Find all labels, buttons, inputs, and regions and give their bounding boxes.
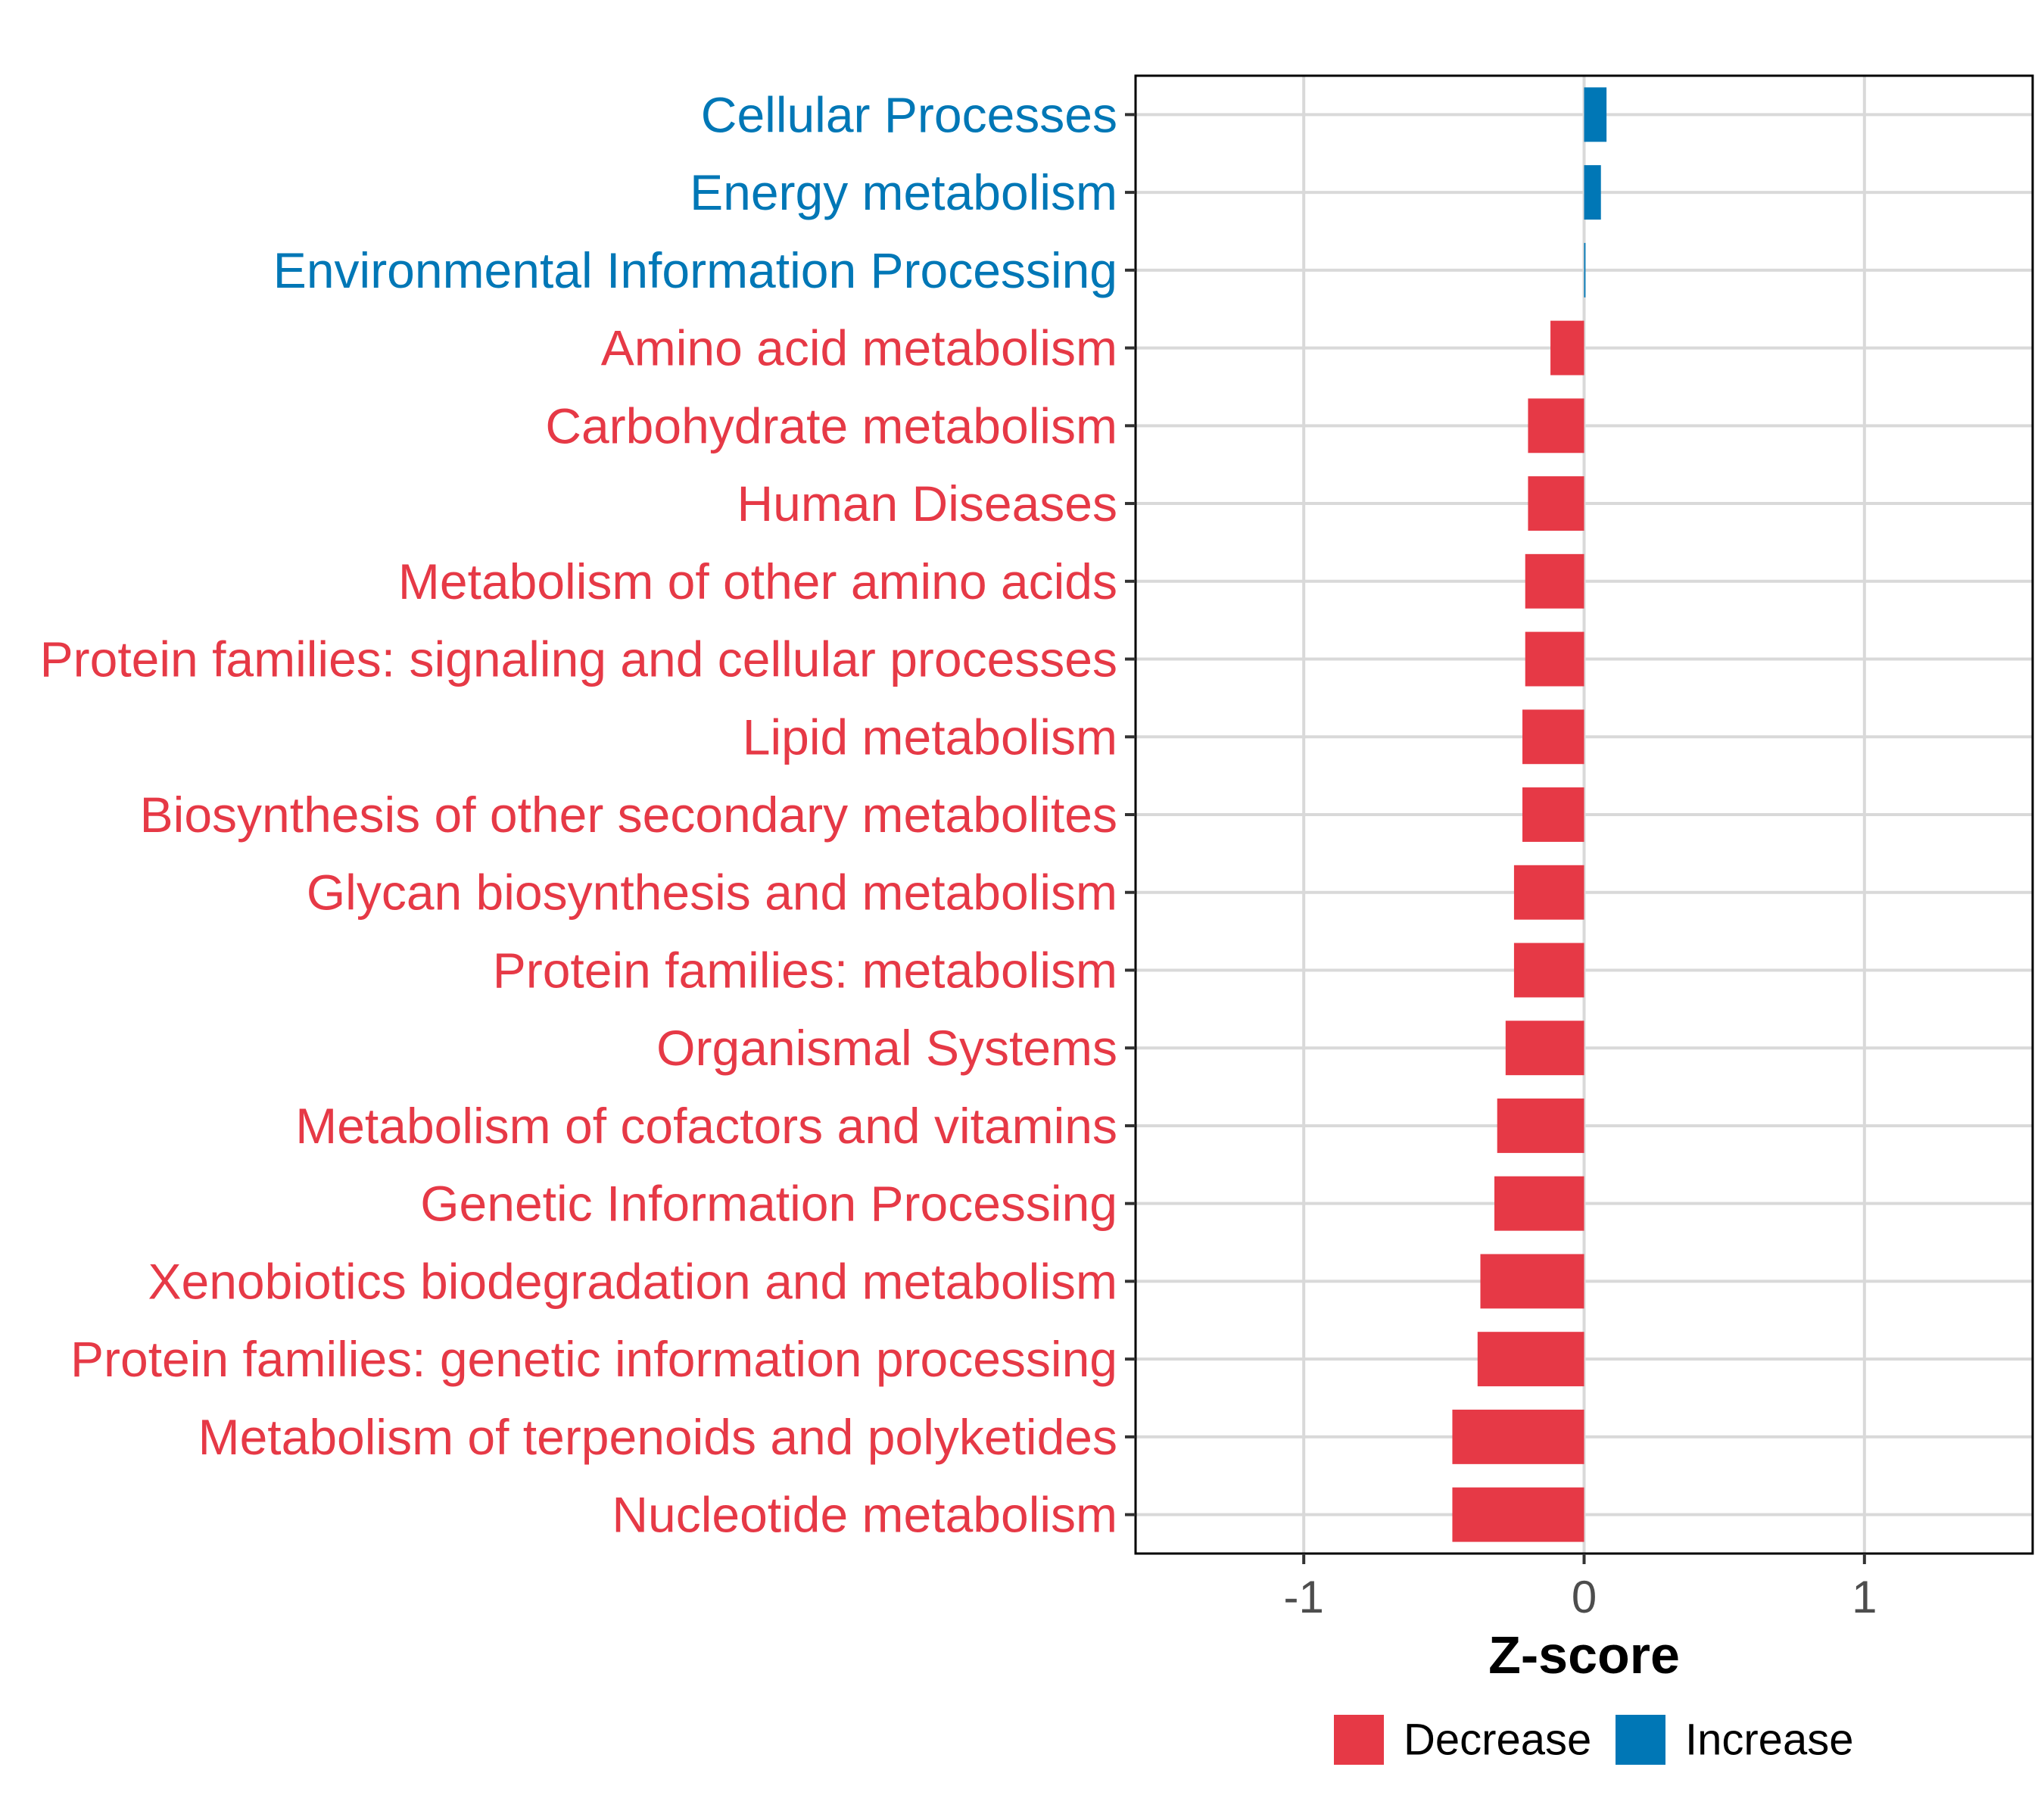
bar-11 bbox=[1513, 943, 1584, 998]
legend-label-decrease: Decrease bbox=[1404, 1716, 1591, 1765]
category-label: Glycan biosynthesis and metabolism bbox=[307, 865, 1117, 921]
category-label: Environmental Information Processing bbox=[273, 242, 1117, 298]
category-label: Protein families: genetic information pr… bbox=[70, 1331, 1117, 1387]
category-label: Human Diseases bbox=[737, 475, 1117, 531]
x-tick-label: 0 bbox=[1572, 1572, 1597, 1622]
bar-4 bbox=[1528, 398, 1584, 453]
category-label: Xenobiotics biodegradation and metabolis… bbox=[148, 1253, 1118, 1309]
bar-5 bbox=[1528, 476, 1584, 531]
bar-1 bbox=[1584, 165, 1601, 220]
bar-0 bbox=[1584, 87, 1607, 142]
category-label: Genetic Information Processing bbox=[420, 1176, 1117, 1232]
bar-18 bbox=[1452, 1487, 1584, 1542]
category-label: Energy metabolism bbox=[690, 164, 1117, 220]
bar-15 bbox=[1480, 1254, 1584, 1309]
bar-10 bbox=[1513, 865, 1584, 920]
category-label: Protein families: signaling and cellular… bbox=[40, 631, 1117, 687]
category-label: Protein families: metabolism bbox=[493, 942, 1117, 998]
bar-17 bbox=[1452, 1409, 1584, 1464]
x-tick-label: 1 bbox=[1852, 1572, 1877, 1622]
bar-13 bbox=[1497, 1098, 1584, 1153]
x-axis: -1 0 1 bbox=[1284, 1554, 1877, 1622]
category-label: Biosynthesis of other secondary metaboli… bbox=[140, 787, 1117, 843]
x-tick-label: -1 bbox=[1284, 1572, 1324, 1622]
x-axis-title: Z-score bbox=[1488, 1625, 1680, 1685]
category-label: Amino acid metabolism bbox=[601, 320, 1117, 376]
legend-label-increase: Increase bbox=[1685, 1716, 1853, 1765]
category-label: Nucleotide metabolism bbox=[612, 1487, 1117, 1543]
bars bbox=[1452, 87, 1607, 1542]
legend-swatch-increase bbox=[1616, 1715, 1665, 1765]
legend-swatch-decrease bbox=[1334, 1715, 1384, 1765]
bar-7 bbox=[1525, 631, 1584, 687]
category-label: Metabolism of other amino acids bbox=[398, 553, 1117, 609]
y-axis: Cellular Processes Energy metabolism Envir… bbox=[40, 86, 1136, 1543]
category-label: Organismal Systems bbox=[656, 1020, 1117, 1076]
bar-9 bbox=[1522, 787, 1584, 842]
bar-12 bbox=[1505, 1021, 1584, 1076]
category-label: Carbohydrate metabolism bbox=[545, 397, 1117, 453]
category-label: Metabolism of cofactors and vitamins bbox=[295, 1098, 1117, 1154]
category-label: Cellular Processes bbox=[701, 86, 1117, 142]
bar-14 bbox=[1494, 1176, 1584, 1231]
category-label: Metabolism of terpenoids and polyketides bbox=[198, 1409, 1117, 1465]
bar-2 bbox=[1584, 242, 1586, 298]
bar-16 bbox=[1477, 1332, 1584, 1387]
bar-8 bbox=[1522, 709, 1584, 765]
legend: Decrease Increase bbox=[1334, 1715, 1853, 1765]
category-label: Lipid metabolism bbox=[743, 709, 1117, 765]
bar-6 bbox=[1525, 553, 1584, 609]
bar-3 bbox=[1550, 320, 1584, 376]
